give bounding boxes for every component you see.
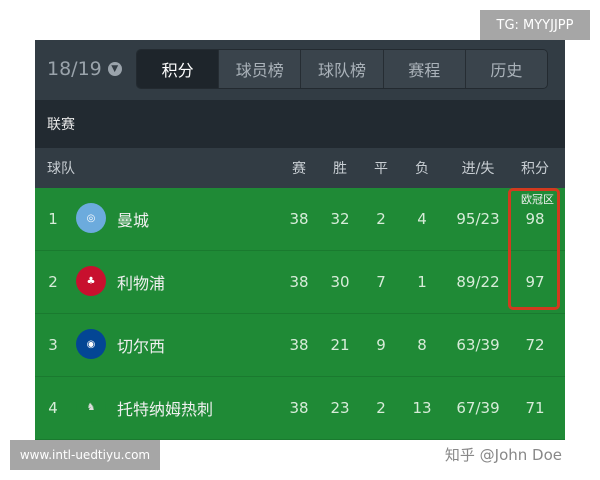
cell-lost: 1 [417,273,427,291]
table-row[interactable]: ◎ 1 曼城 38 32 2 4 95/23 98 [35,188,565,251]
standings-panel: 18/19 ▼ 积分 球员榜 球队榜 赛程 历史 联赛 球队 赛 胜 平 负 进… [35,40,565,440]
tab-schedule[interactable]: 赛程 [382,50,465,88]
cell-played: 38 [289,399,309,417]
cell-lost: 4 [417,210,427,228]
cell-played: 38 [289,336,309,354]
cell-rank: 1 [48,210,58,228]
cell-rank: 3 [48,336,58,354]
zone-label: 欧冠区 [521,193,554,206]
league-section-title: 联赛 [35,100,565,148]
cell-won: 23 [330,399,350,417]
cell-drawn: 7 [376,273,386,291]
cell-team: 利物浦 [117,274,166,293]
cell-team: 切尔西 [117,337,166,356]
col-drawn: 平 [374,161,388,177]
table-row[interactable]: ♞ 4 托特纳姆热刺 38 23 2 13 67/39 71 [35,377,565,440]
cell-drawn: 2 [376,399,386,417]
col-goals: 进/失 [461,161,495,177]
cell-team: 曼城 [117,211,150,230]
cell-played: 38 [289,210,309,228]
watermark-top: TG: MYYJJPP [480,10,590,40]
cell-points: 97 [525,273,545,291]
table-header: 球队 赛 胜 平 负 进/失 积分 [35,148,565,188]
tottenham-crest-icon: ♞ [76,392,106,422]
table-row[interactable]: ◉ 3 切尔西 38 21 9 8 63/39 72 [35,314,565,377]
cell-drawn: 2 [376,210,386,228]
tab-player-rankings[interactable]: 球员榜 [218,50,301,88]
watermark-bottom: www.intl-uedtiyu.com [10,440,160,470]
cell-goals: 89/22 [456,273,500,291]
season-label: 18/19 [47,58,102,80]
standings-rows: ◎ 1 曼城 38 32 2 4 95/23 98 ♣ 2 利物浦 38 30 7 1 89/22 97 ◉ 3 切尔西… [35,188,565,440]
cell-won: 32 [330,210,350,228]
cell-goals: 63/39 [456,336,500,354]
cell-points: 71 [525,399,545,417]
cell-team: 托特纳姆热刺 [117,400,214,419]
tab-team-rankings[interactable]: 球队榜 [300,50,383,88]
table-row[interactable]: ♣ 2 利物浦 38 30 7 1 89/22 97 [35,251,565,314]
cell-won: 30 [330,273,350,291]
cell-drawn: 9 [376,336,386,354]
cell-lost: 13 [412,399,432,417]
cell-rank: 2 [48,273,58,291]
chevron-down-icon: ▼ [107,62,122,76]
champions-league-highlight [508,188,560,310]
col-team: 球队 [47,161,75,177]
cell-points: 72 [525,336,545,354]
tab-standings[interactable]: 积分 [137,50,219,88]
watermark-zhihu: 知乎 @John Doe [444,446,562,464]
tab-bar: 积分 球员榜 球队榜 赛程 历史 [136,49,548,89]
top-bar: 18/19 ▼ 积分 球员榜 球队榜 赛程 历史 [35,40,565,100]
cell-won: 21 [330,336,350,354]
col-points: 积分 [521,161,549,177]
cell-lost: 8 [417,336,427,354]
chelsea-crest-icon: ◉ [76,329,106,359]
man-city-crest-icon: ◎ [76,203,106,233]
col-won: 胜 [333,161,347,177]
col-played: 赛 [292,161,306,177]
cell-rank: 4 [48,399,58,417]
cell-goals: 67/39 [456,399,500,417]
cell-goals: 95/23 [456,210,500,228]
col-lost: 负 [415,161,429,177]
liverpool-crest-icon: ♣ [76,266,106,296]
season-selector[interactable]: 18/19 ▼ [47,58,122,80]
tab-history[interactable]: 历史 [464,50,547,88]
cell-played: 38 [289,273,309,291]
cell-points: 98 [525,210,545,228]
